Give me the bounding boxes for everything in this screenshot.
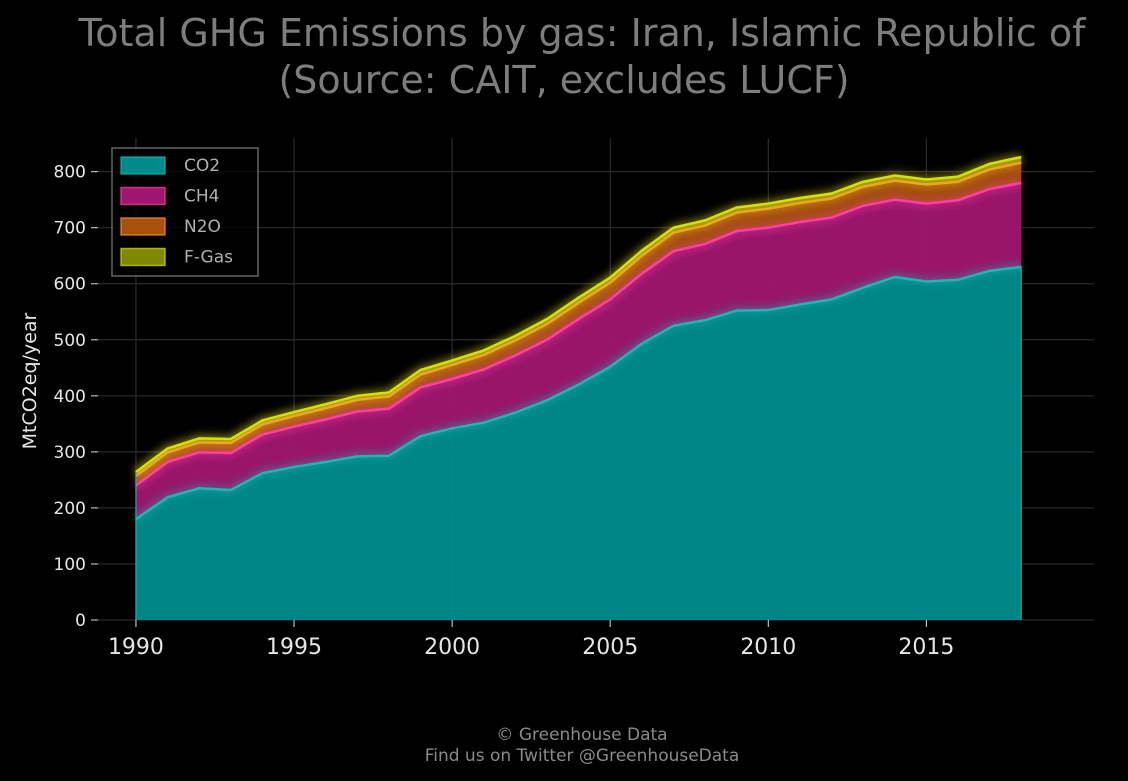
legend-label: F-Gas bbox=[184, 248, 233, 268]
series-line-f-gas bbox=[135, 155, 1022, 474]
y-tick-label: 400 bbox=[54, 387, 86, 407]
y-tick-label: 200 bbox=[54, 499, 86, 519]
stacked-area-chart: 0 100 200 300 400 500 600 700 800 1990 1995 2000 200… bbox=[19, 138, 1094, 660]
y-tick-label: 600 bbox=[54, 275, 86, 295]
y-tick-label: 700 bbox=[54, 219, 86, 239]
legend: CO2 CH4 N2O F-Gas bbox=[111, 147, 259, 277]
legend-swatch bbox=[120, 156, 166, 175]
chart-subtitle: (Source: CAIT, excludes LUCF) bbox=[278, 58, 850, 102]
legend-label: CH4 bbox=[184, 187, 219, 207]
y-tick-label: 500 bbox=[54, 331, 86, 351]
series-line-co2 bbox=[135, 265, 1022, 521]
y-tick-label: 100 bbox=[54, 555, 86, 575]
legend-swatch bbox=[120, 247, 166, 267]
legend-label: N2O bbox=[184, 217, 221, 237]
footer-credit: © Greenhouse Data bbox=[496, 725, 668, 745]
line-layer bbox=[133, 152, 1023, 620]
axes: 0 100 200 300 400 500 600 700 800 1990 1995 2000 200… bbox=[19, 163, 954, 660]
legend-swatch bbox=[120, 217, 166, 236]
legend-label: CO2 bbox=[184, 156, 220, 176]
x-tick-label: 2005 bbox=[582, 635, 638, 660]
y-tick-label: 0 bbox=[75, 611, 86, 631]
x-tick-label: 1990 bbox=[108, 635, 164, 660]
legend-swatch bbox=[120, 186, 166, 206]
area-co2 bbox=[135, 266, 1022, 620]
y-axis-label: MtCO2eq/year bbox=[19, 312, 41, 449]
series-line-ch4 bbox=[135, 181, 1022, 487]
x-tick-label: 2015 bbox=[898, 635, 954, 660]
area-n2o bbox=[135, 162, 1022, 486]
x-tick-label: 2010 bbox=[740, 635, 796, 660]
y-tick-label: 800 bbox=[54, 163, 86, 183]
footer-twitter: Find us on Twitter @GreenhouseData bbox=[424, 746, 740, 766]
x-tick-label: 2000 bbox=[424, 635, 480, 660]
x-tick-label: 1995 bbox=[266, 635, 322, 660]
chart-title: Total GHG Emissions by gas: Iran, Islami… bbox=[78, 11, 1086, 55]
y-tick-label: 300 bbox=[54, 443, 86, 463]
area-ch4 bbox=[135, 182, 1022, 520]
